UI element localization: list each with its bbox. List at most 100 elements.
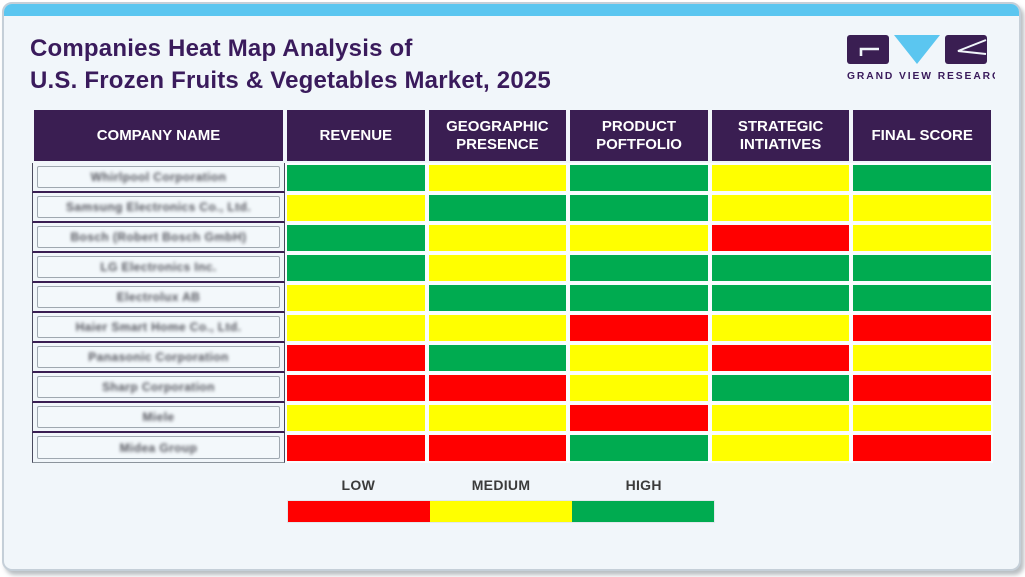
heat-cell-geographic-presence bbox=[426, 223, 569, 254]
company-name-cell: Whirlpool Corporation bbox=[32, 163, 285, 194]
legend-swatch-high bbox=[572, 501, 714, 523]
column-header-company-name: COMPANY NAME bbox=[32, 108, 285, 164]
heat-cell-revenue bbox=[285, 403, 427, 434]
heat-cell-product-portfolio bbox=[568, 313, 710, 344]
heat-cell-final-score bbox=[851, 343, 993, 374]
heat-cell-strategic-initiatives bbox=[709, 283, 852, 314]
heat-cell-product-portfolio bbox=[568, 223, 710, 254]
logo-brand-text: GRAND VIEW RESEARCH bbox=[847, 71, 995, 82]
company-name-cell: LG Electronics Inc. bbox=[32, 253, 285, 284]
legend-label-high: HIGH bbox=[625, 477, 662, 494]
legend-color-bar bbox=[287, 500, 715, 524]
heat-cell-final-score bbox=[851, 223, 993, 254]
heat-cell-revenue bbox=[285, 343, 427, 374]
legend-label-low: LOW bbox=[341, 477, 376, 494]
company-name-cell: Panasonic Corporation bbox=[32, 343, 285, 374]
heat-cell-final-score bbox=[851, 283, 993, 314]
company-name-box: Electrolux AB bbox=[37, 286, 280, 309]
company-name-box: Samsung Electronics Co., Ltd. bbox=[37, 196, 280, 219]
column-header-revenue: REVENUE bbox=[285, 108, 427, 164]
heat-cell-strategic-initiatives bbox=[709, 193, 852, 224]
heat-cell-strategic-initiatives bbox=[709, 373, 852, 404]
heat-cell-product-portfolio bbox=[568, 343, 710, 374]
heat-cell-revenue bbox=[285, 223, 427, 254]
heat-cell-revenue bbox=[285, 163, 427, 194]
company-name-label: Haier Smart Home Co., Ltd. bbox=[75, 320, 242, 335]
heat-cell-geographic-presence bbox=[426, 163, 569, 194]
heat-cell-product-portfolio bbox=[568, 283, 710, 314]
title-line-2: U.S. Frozen Fruits & Vegetables Market, … bbox=[30, 66, 551, 94]
heat-cell-strategic-initiatives bbox=[709, 163, 852, 194]
heat-cell-revenue bbox=[285, 253, 427, 284]
company-name-label: Whirlpool Corporation bbox=[90, 170, 227, 185]
heat-cell-revenue bbox=[285, 283, 427, 314]
company-name-label: LG Electronics Inc. bbox=[100, 260, 217, 275]
company-name-cell: Midea Group bbox=[32, 433, 285, 464]
heat-cell-strategic-initiatives bbox=[709, 433, 852, 464]
heat-cell-product-portfolio bbox=[568, 433, 710, 464]
top-accent-bar bbox=[4, 4, 1019, 16]
company-name-cell: Sharp Corporation bbox=[32, 373, 285, 404]
column-header-product-portfolio: PRODUCT POFTFOLIO bbox=[568, 108, 710, 164]
heat-cell-final-score bbox=[851, 313, 993, 344]
company-name-box: Miele bbox=[37, 406, 280, 429]
heat-cell-final-score bbox=[851, 193, 993, 224]
company-name-cell: Haier Smart Home Co., Ltd. bbox=[32, 313, 285, 344]
company-name-box: LG Electronics Inc. bbox=[37, 256, 280, 279]
company-name-cell: Bosch (Robert Bosch GmbH) bbox=[32, 223, 285, 254]
company-name-label: Midea Group bbox=[119, 440, 198, 455]
company-name-box: Sharp Corporation bbox=[37, 376, 280, 399]
heat-cell-final-score bbox=[851, 253, 993, 284]
heat-cell-product-portfolio bbox=[568, 253, 710, 284]
gvr-logo-icon: GRAND VIEW RESEARCH bbox=[847, 35, 1009, 82]
legend-labels: LOW MEDIUM HIGH bbox=[287, 477, 715, 493]
report-header: Companies Heat Map Analysis of U.S. Froz… bbox=[4, 16, 1019, 106]
heat-cell-product-portfolio bbox=[568, 163, 710, 194]
legend: LOW MEDIUM HIGH bbox=[287, 477, 715, 524]
heat-cell-geographic-presence bbox=[426, 343, 569, 374]
heat-cell-geographic-presence bbox=[426, 373, 569, 404]
company-name-box: Haier Smart Home Co., Ltd. bbox=[37, 316, 280, 339]
company-name-cell: Miele bbox=[32, 403, 285, 434]
company-name-box: Whirlpool Corporation bbox=[37, 166, 280, 189]
heat-cell-product-portfolio bbox=[568, 403, 710, 434]
legend-swatch-low bbox=[288, 501, 430, 523]
heat-cell-geographic-presence bbox=[426, 193, 569, 224]
heat-cell-product-portfolio bbox=[568, 193, 710, 224]
heat-cell-final-score bbox=[851, 433, 993, 464]
heat-cell-revenue bbox=[285, 433, 427, 464]
company-name-label: Electrolux AB bbox=[116, 290, 201, 305]
heat-cell-product-portfolio bbox=[568, 373, 710, 404]
company-name-box: Panasonic Corporation bbox=[37, 346, 280, 369]
column-header-geographic-presence: GEOGRAPHIC PRESENCE bbox=[426, 108, 569, 164]
company-name-label: Miele bbox=[142, 410, 175, 425]
heat-cell-final-score bbox=[851, 403, 993, 434]
page-title: Companies Heat Map Analysis of U.S. Froz… bbox=[30, 33, 551, 96]
heat-cell-strategic-initiatives bbox=[709, 253, 852, 284]
column-header-strategic-initiatives: STRATEGIC INTIATIVES bbox=[709, 108, 852, 164]
grand-view-research-logo: GRAND VIEW RESEARCH bbox=[845, 33, 1009, 88]
heat-cell-geographic-presence bbox=[426, 253, 569, 284]
heat-cell-final-score bbox=[851, 373, 993, 404]
company-name-label: Bosch (Robert Bosch GmbH) bbox=[70, 230, 247, 245]
column-header-final-score: FINAL SCORE bbox=[851, 108, 993, 164]
legend-label-medium: MEDIUM bbox=[471, 477, 531, 494]
heat-cell-geographic-presence bbox=[426, 403, 569, 434]
company-name-label: Samsung Electronics Co., Ltd. bbox=[66, 200, 251, 215]
heat-cell-strategic-initiatives bbox=[709, 343, 852, 374]
heat-cell-revenue bbox=[285, 313, 427, 344]
legend-swatch-medium bbox=[430, 501, 572, 523]
heat-cell-strategic-initiatives bbox=[709, 403, 852, 434]
heat-cell-strategic-initiatives bbox=[709, 223, 852, 254]
company-name-box: Midea Group bbox=[37, 436, 280, 460]
company-name-box: Bosch (Robert Bosch GmbH) bbox=[37, 226, 280, 249]
heat-cell-geographic-presence bbox=[426, 433, 569, 464]
heatmap-table: COMPANY NAME REVENUE GEOGRAPHIC PRESENCE… bbox=[32, 108, 993, 464]
company-name-cell: Electrolux AB bbox=[32, 283, 285, 314]
heat-cell-final-score bbox=[851, 163, 993, 194]
heat-cell-revenue bbox=[285, 373, 427, 404]
heat-cell-revenue bbox=[285, 193, 427, 224]
company-name-label: Sharp Corporation bbox=[102, 380, 215, 395]
title-line-1: Companies Heat Map Analysis of bbox=[30, 35, 413, 62]
